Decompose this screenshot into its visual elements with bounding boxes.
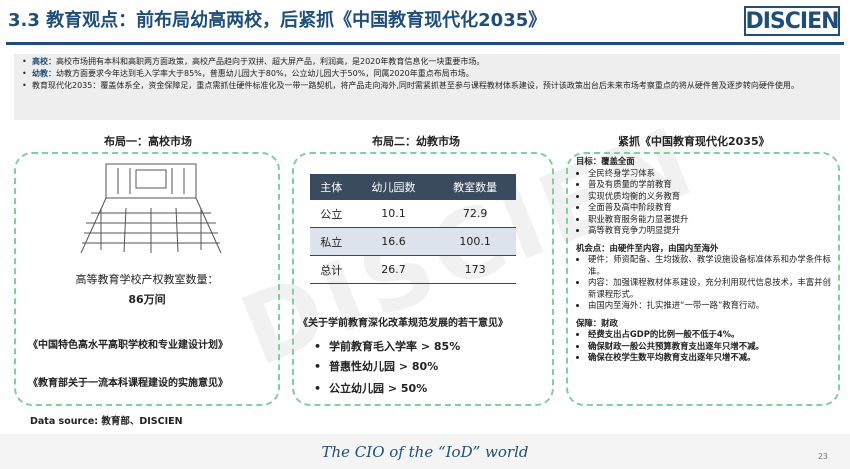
intro-box: • 高校：高校市场拥有本科和高职两方面政策，高校产品趋向于双拼、超大屏产品，利润高…	[14, 54, 840, 120]
policy-ref-2: 《教育部关于一流本科课程建设的实施意见》	[28, 378, 228, 389]
table-cell: 10.1	[352, 200, 435, 228]
table-row: 总计 26.7 173	[310, 255, 516, 284]
table-cell: 72.9	[434, 200, 516, 228]
opportunity-list: 硬件：师资配备、生均拨款、教学设施设备标准体系和办学条件标准。 内容：加强课程教…	[576, 254, 838, 312]
list-item: 确保在校学生数平均教育支出逐年只增不减。	[588, 352, 838, 364]
table-header: 主体	[310, 174, 353, 200]
table-cell: 26.7	[352, 255, 435, 284]
page-number: 23	[817, 452, 828, 461]
table-cell: 总计	[310, 255, 353, 284]
header-rule	[6, 42, 844, 45]
discien-logo: DISCIEN	[744, 6, 840, 36]
table-header: 幼儿园数	[352, 174, 435, 200]
panel-kindergarten	[292, 152, 554, 406]
table-header: 教室数量	[434, 174, 516, 200]
table-row: 公立 10.1 72.9	[310, 200, 516, 228]
goal-heading: 目标：覆盖全面	[576, 156, 635, 166]
col1-title: 布局一：高校市场	[104, 135, 192, 148]
policy-ref-1: 《中国特色高水平高职学校和专业建设计划》	[28, 340, 228, 351]
intro-line-2: • 幼教：幼教方面要求今年达到毛入学率大于85%，普惠幼儿园大于80%，公立幼儿园…	[22, 69, 474, 78]
policy-ref-kindergarten: 《关于学前教育深化改革规范发展的若干意见》	[298, 318, 508, 329]
logo-text: DISCIEN	[745, 9, 838, 34]
table-cell: 100.1	[434, 227, 516, 256]
modernization-content: 目标：覆盖全面 全民终身学习体系 普及有质量的学前教育 实现优质均衡的义务教育 …	[576, 156, 838, 364]
classroom-count-label: 高等教育学校产权教室数量：	[75, 273, 219, 286]
list-item: 全面普及高中阶段教育	[588, 202, 838, 214]
classroom-illustration	[80, 163, 222, 254]
panel-modernization	[566, 152, 840, 406]
data-source: Data source: 教育部、DISCIEN	[30, 416, 183, 427]
table-cell: 173	[434, 255, 516, 284]
goal-list: 全民终身学习体系 普及有质量的学前教育 实现优质均衡的义务教育 全面普及高中阶段…	[576, 168, 838, 237]
footer-bar	[0, 434, 850, 469]
page-title: 3.3 教育观点：前布局幼高两校，后紧抓《中国教育现代化2035》	[8, 10, 547, 31]
table-cell: 公立	[310, 200, 353, 228]
classroom-count-value: 86万间	[128, 293, 166, 306]
funding-list: 经费支出占GDP的比例一般不低于4%。 确保财政一般公共预算教育支出逐年只增不减…	[576, 329, 838, 364]
list-item: 职业教育服务能力显著提升	[588, 214, 838, 226]
list-item: 全民终身学习体系	[588, 168, 838, 180]
list-item: 内容：加强课程教材体系建设，充分利用现代信息技术，丰富并创新课程形式。	[588, 277, 838, 300]
list-item: 普及有质量的学前教育	[588, 179, 838, 191]
list-item: 经费支出占GDP的比例一般不低于4%。	[588, 329, 838, 341]
table-cell: 16.6	[352, 227, 435, 256]
col2-title: 布局二：幼教市场	[372, 135, 460, 148]
list-item: 硬件：师资配备、生均拨款、教学设施设备标准体系和办学条件标准。	[588, 254, 838, 277]
list-item: 实现优质均衡的义务教育	[588, 191, 838, 203]
table-cell: 私立	[310, 227, 353, 256]
funding-heading: 保障：财政	[576, 317, 618, 328]
intro-line-3: • 教育现代化2035：覆盖体系全，资金保障足，重点需抓住硬件标准化及一带一路契机…	[22, 81, 799, 90]
col3-title: 紧抓《中国教育现代化2035》	[618, 135, 770, 148]
tagline: The CIO of the “IoD” world	[321, 443, 529, 461]
kindergarten-table: 主体 幼儿园数 教室数量 公立 10.1 72.9 私立 16.6 100.1 …	[310, 174, 516, 284]
panel-university	[14, 152, 280, 406]
opportunity-heading: 机会点：由硬件至内容，由国内至海外	[576, 242, 719, 253]
table-row: 私立 16.6 100.1	[310, 227, 516, 256]
kg-bullet: 学前教育毛入学率 > 85%	[314, 338, 460, 354]
list-item: 确保财政一般公共预算教育支出逐年只增不减。	[588, 341, 838, 353]
kg-bullet: 公立幼儿园 > 50%	[314, 380, 427, 396]
list-item: 高等教育竞争力明显提升	[588, 225, 838, 237]
table-header-row: 主体 幼儿园数 教室数量	[310, 174, 516, 200]
kg-bullet: 普惠性幼儿园 > 80%	[314, 358, 438, 374]
intro-line-1: • 高校：高校市场拥有本科和高职两方面政策，高校产品趋向于双拼、超大屏产品，利润高…	[22, 57, 485, 66]
list-item: 由国内至海外：扎实推进“一带一路”教育行动。	[588, 300, 838, 312]
